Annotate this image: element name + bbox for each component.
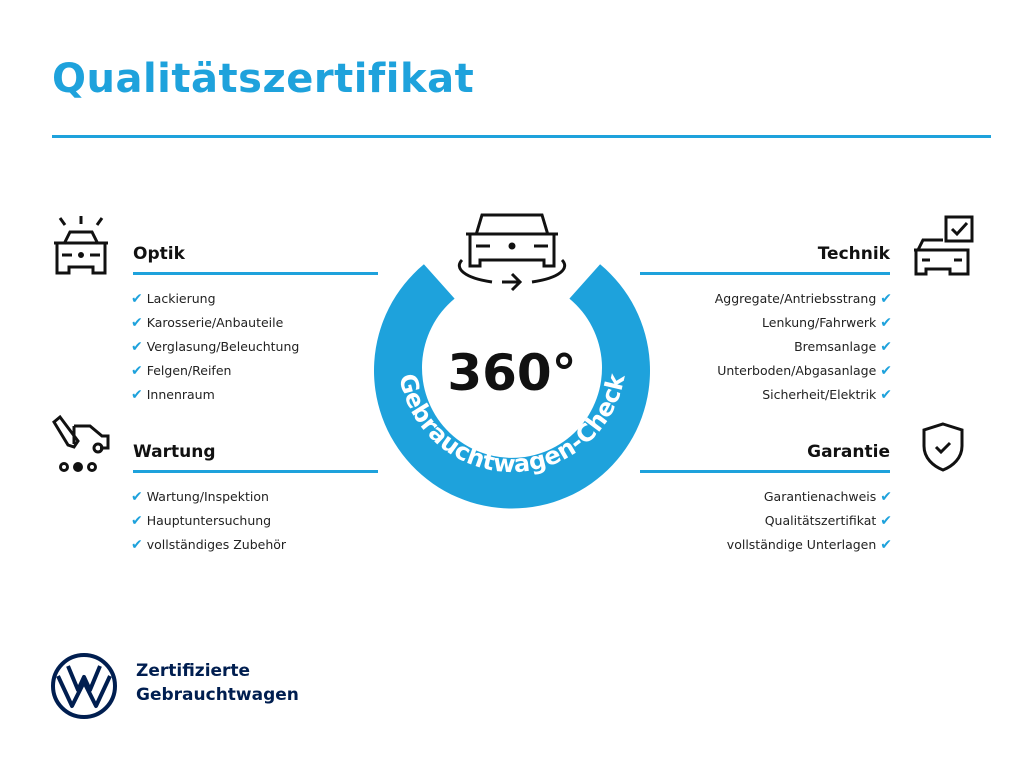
list-item: Unterboden/Abgasanlage ✔ (717, 363, 892, 379)
shield-check-icon (922, 422, 964, 472)
list-item: ✔ Lackierung (131, 291, 216, 307)
degrees-label: 360° (447, 344, 576, 402)
list-item: Qualitätszertifikat ✔ (764, 513, 892, 529)
technik-underline (640, 272, 890, 275)
check-icon: ✔ (131, 489, 143, 505)
check-icon: ✔ (880, 387, 892, 403)
check-icon: ✔ (131, 315, 143, 331)
check-icon: ✔ (880, 489, 892, 505)
check-icon: ✔ (131, 513, 143, 529)
check-icon: ✔ (880, 315, 892, 331)
garantie-underline (640, 470, 890, 473)
car-checklist-icon (914, 215, 974, 276)
check-icon: ✔ (131, 363, 143, 379)
list-item: ✔ Wartung/Inspektion (131, 489, 269, 505)
list-item: ✔ Felgen/Reifen (131, 363, 232, 379)
check-icon: ✔ (880, 339, 892, 355)
page-title: Qualitätszertifikat (52, 56, 475, 102)
check-icon: ✔ (880, 363, 892, 379)
section-heading-garantie: Garantie (807, 442, 890, 462)
car-rotate-icon (457, 213, 567, 292)
check-icon: ✔ (880, 291, 892, 307)
vw-logo (51, 653, 117, 719)
360-check-badge: 360° Gebrauchtwagen-Check (374, 213, 650, 509)
list-item: ✔ Innenraum (131, 387, 215, 403)
car-light-icon (54, 216, 108, 275)
section-heading-optik: Optik (133, 244, 185, 264)
wartung-underline (133, 470, 378, 473)
list-item: ✔ Verglasung/Beleuchtung (131, 339, 300, 355)
section-heading-wartung: Wartung (133, 442, 216, 462)
check-icon: ✔ (131, 537, 143, 553)
list-item: Lenkung/Fahrwerk ✔ (762, 315, 892, 331)
list-item: Aggregate/Antriebsstrang ✔ (714, 291, 892, 307)
wartung-list: ✔ Wartung/Inspektion ✔ Hauptuntersuchung… (131, 485, 286, 557)
check-icon: ✔ (131, 291, 143, 307)
check-icon: ✔ (131, 339, 143, 355)
list-item: ✔ Hauptuntersuchung (131, 513, 272, 529)
ring (374, 264, 650, 509)
maintenance-car-icon (52, 414, 110, 472)
check-icon: ✔ (880, 537, 892, 553)
check-icon: ✔ (880, 513, 892, 529)
check-icon: ✔ (131, 387, 143, 403)
list-item: ✔ Karosserie/Anbauteile (131, 315, 284, 331)
technik-list: Aggregate/Antriebsstrang ✔ Lenkung/Fahrw… (715, 287, 892, 407)
optik-underline (133, 272, 378, 275)
garantie-list: Garantienachweis ✔ Qualitätszertifikat ✔… (727, 485, 892, 557)
optik-list: ✔ Lackierung ✔ Karosserie/Anbauteile ✔ V… (131, 287, 299, 407)
list-item: Bremsanlage ✔ (794, 339, 892, 355)
list-item: Garantienachweis ✔ (763, 489, 892, 505)
title-divider (52, 135, 991, 138)
brand-line-2: Gebrauchtwagen (136, 685, 299, 705)
section-heading-technik: Technik (817, 244, 890, 264)
list-item: ✔ vollständiges Zubehör (131, 537, 287, 553)
brand-text: Zertifizierte Gebrauchtwagen (136, 659, 299, 707)
brand-line-1: Zertifizierte (136, 661, 251, 681)
list-item: vollständige Unterlagen ✔ (726, 537, 892, 553)
list-item: Sicherheit/Elektrik ✔ (762, 387, 892, 403)
